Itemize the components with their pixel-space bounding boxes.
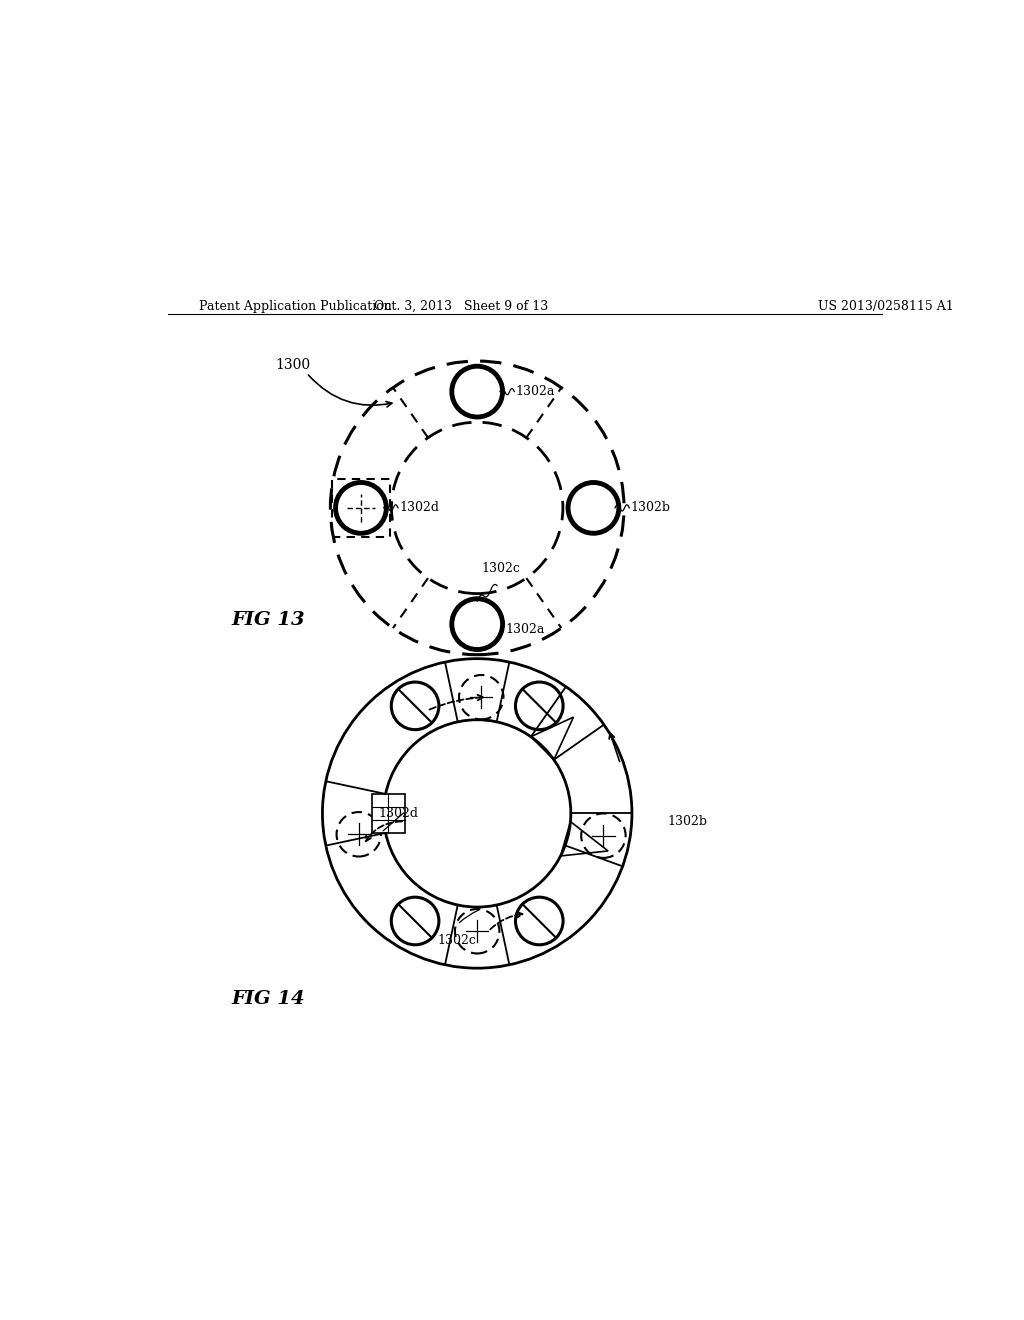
Text: 1302d: 1302d bbox=[399, 502, 439, 515]
Text: 1302a: 1302a bbox=[516, 385, 555, 399]
Text: FIG 14: FIG 14 bbox=[231, 990, 305, 1008]
Text: 1302a: 1302a bbox=[506, 623, 545, 636]
Text: Patent Application Publication: Patent Application Publication bbox=[200, 300, 392, 313]
Text: 1302b: 1302b bbox=[631, 502, 671, 515]
Text: Oct. 3, 2013   Sheet 9 of 13: Oct. 3, 2013 Sheet 9 of 13 bbox=[374, 300, 549, 313]
Text: 1302d: 1302d bbox=[378, 807, 418, 820]
Text: 1302c: 1302c bbox=[437, 935, 476, 946]
Text: FIG 13: FIG 13 bbox=[231, 611, 305, 628]
Text: US 2013/0258115 A1: US 2013/0258115 A1 bbox=[818, 300, 954, 313]
Text: 1302b: 1302b bbox=[668, 814, 708, 828]
Text: 1300: 1300 bbox=[274, 358, 310, 372]
Bar bbox=[332, 479, 390, 537]
Bar bbox=[372, 793, 404, 833]
Text: 1302c: 1302c bbox=[481, 562, 520, 576]
